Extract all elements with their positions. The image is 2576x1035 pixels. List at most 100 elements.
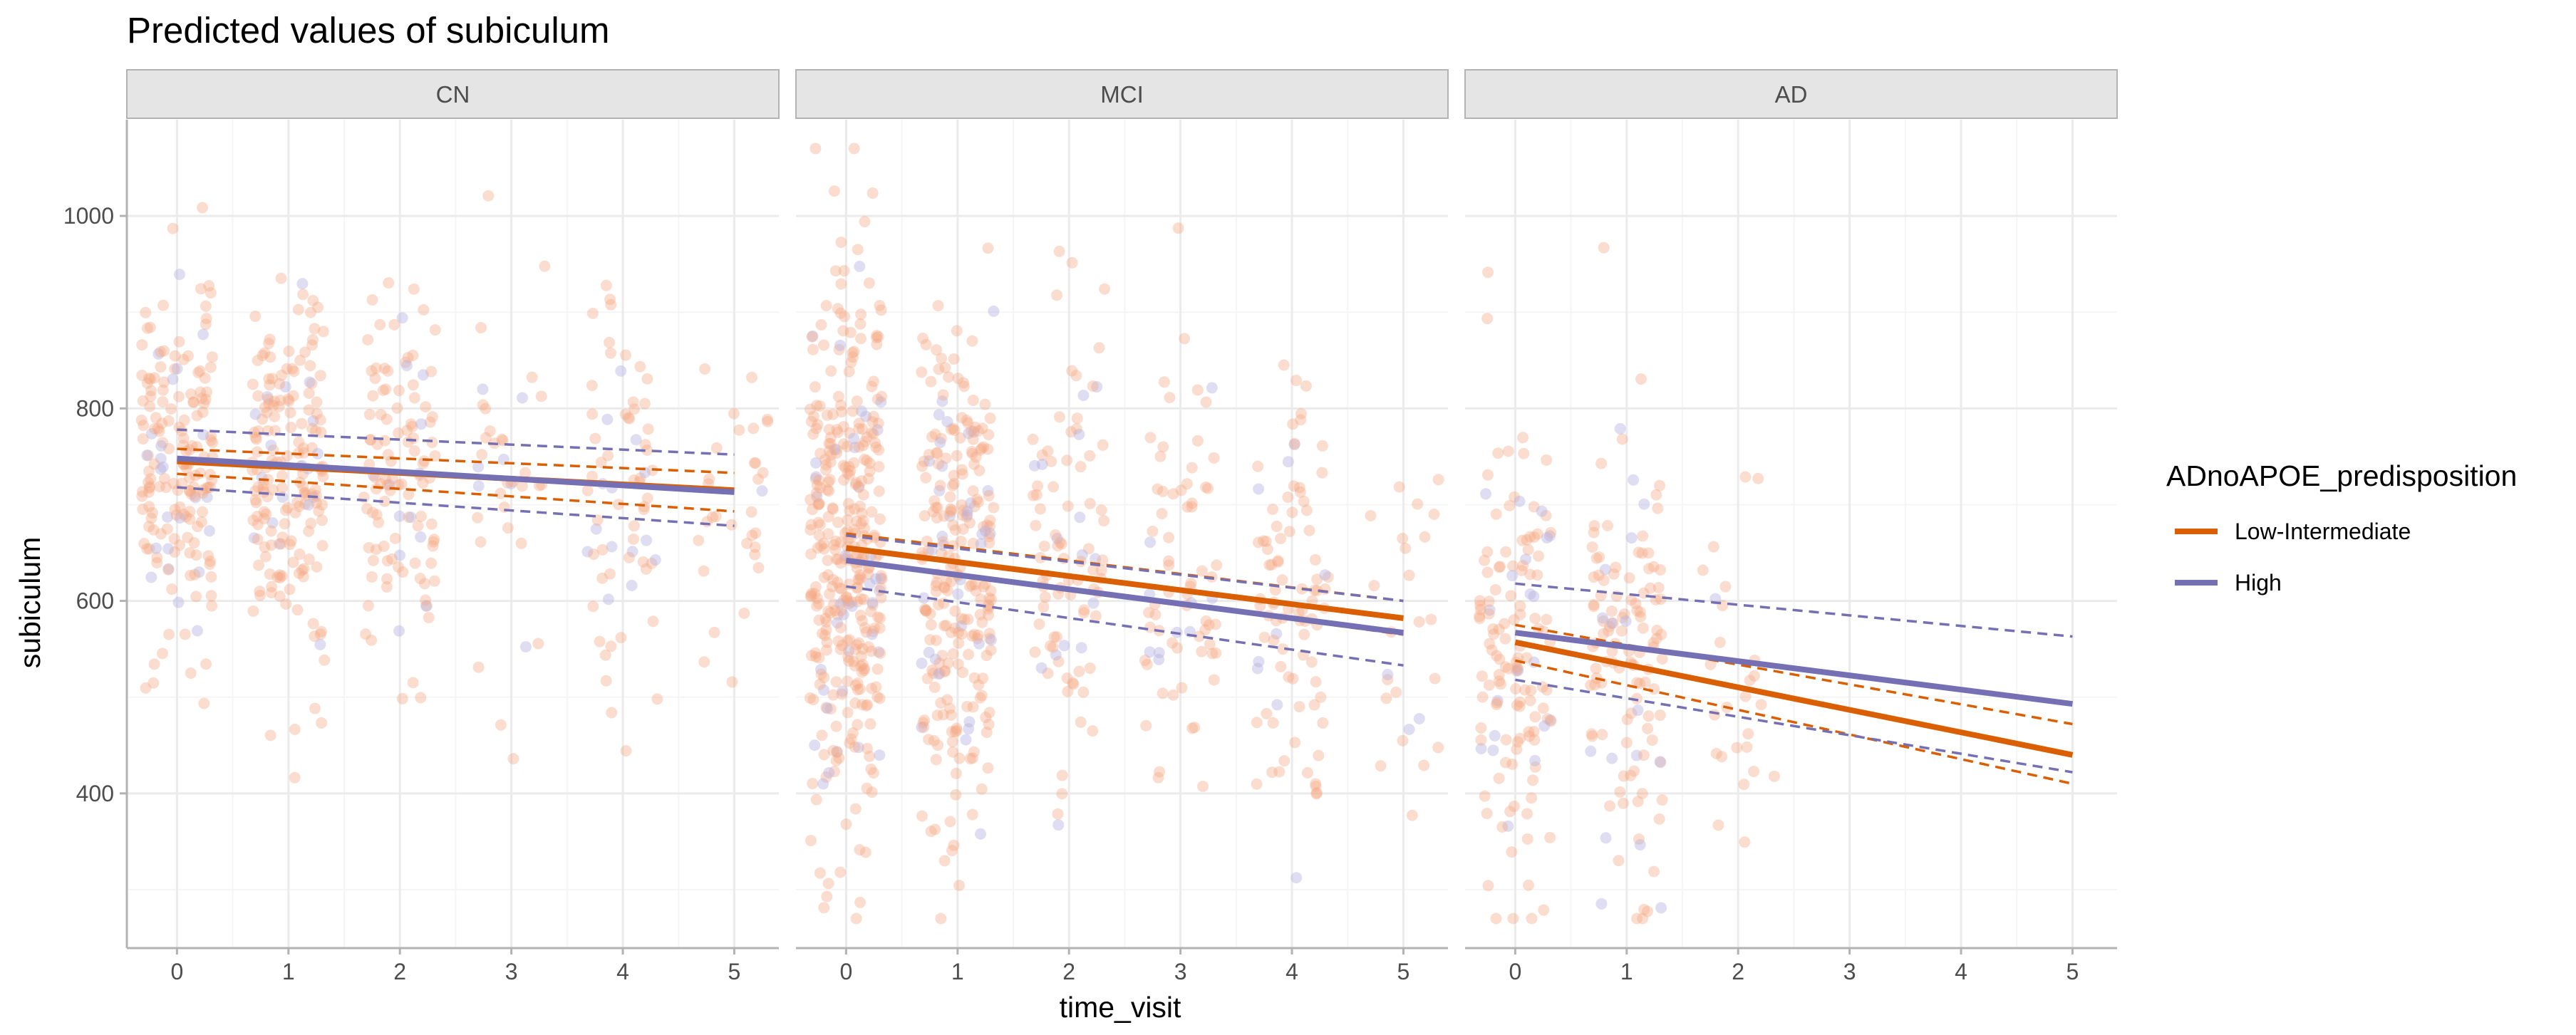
scatter-point	[968, 746, 980, 758]
scatter-point	[1637, 530, 1649, 542]
scatter-point	[142, 449, 154, 462]
scatter-point	[1158, 376, 1170, 388]
scatter-point	[150, 542, 162, 554]
scatter-point	[1479, 790, 1491, 802]
scatter-point	[273, 400, 285, 412]
scatter-point	[968, 501, 981, 513]
scatter-point	[967, 433, 979, 445]
scatter-point	[1514, 700, 1526, 712]
scatter-point	[1521, 534, 1533, 546]
scatter-point	[706, 511, 718, 523]
scatter-point	[947, 647, 959, 660]
scatter-point	[820, 702, 832, 714]
scatter-point	[482, 189, 495, 202]
scatter-point	[640, 563, 652, 575]
scatter-point	[825, 365, 837, 377]
scatter-point	[1719, 581, 1732, 593]
scatter-point	[1310, 780, 1322, 792]
scatter-point	[919, 510, 931, 522]
scatter-point	[858, 662, 870, 675]
scatter-point	[871, 691, 884, 703]
scatter-point	[818, 902, 830, 914]
scatter-point	[1044, 640, 1056, 652]
scatter-point	[1073, 665, 1085, 677]
scatter-point	[819, 630, 831, 642]
scatter-point	[1035, 662, 1048, 674]
scatter-point	[1526, 912, 1538, 925]
scatter-point	[200, 318, 212, 331]
scatter-point	[1310, 788, 1323, 800]
scatter-point	[924, 634, 936, 646]
scatter-point	[939, 362, 951, 374]
legend: ADnoAPOE_predisposition Low-Intermediate…	[2166, 459, 2517, 595]
scatter-point	[1034, 503, 1046, 515]
scatter-point	[1056, 788, 1068, 800]
scatter-point	[157, 384, 169, 396]
scatter-point	[1365, 510, 1377, 522]
scatter-point	[392, 561, 404, 573]
scatter-point	[596, 572, 609, 584]
scatter-point	[257, 483, 269, 495]
scatter-point	[1287, 418, 1299, 430]
scatter-point	[1029, 646, 1041, 658]
scatter-point	[1474, 610, 1486, 623]
scatter-point	[370, 543, 382, 556]
scatter-point	[1524, 568, 1536, 581]
scatter-point	[953, 880, 966, 892]
scatter-point	[855, 518, 867, 530]
scatter-point	[699, 363, 711, 375]
scatter-point	[845, 733, 857, 745]
scatter-point	[389, 532, 401, 544]
scatter-point	[1474, 600, 1486, 612]
scatter-point	[814, 482, 826, 494]
scatter-point	[1271, 699, 1283, 711]
scatter-point	[316, 540, 329, 552]
scatter-point	[850, 477, 862, 489]
scatter-point	[145, 473, 157, 485]
scatter-point	[1294, 486, 1306, 498]
scatter-point	[306, 378, 318, 390]
scatter-point	[925, 826, 937, 838]
scatter-point	[847, 346, 859, 358]
scatter-point	[1475, 734, 1487, 746]
scatter-point	[976, 690, 988, 702]
scatter-point	[848, 524, 860, 536]
scatter-point	[983, 592, 995, 604]
scatter-point	[1653, 813, 1665, 825]
scatter-point	[948, 478, 960, 490]
scatter-point	[958, 380, 970, 392]
scatter-point	[983, 609, 995, 621]
scatter-point	[824, 432, 837, 444]
scatter-point	[137, 433, 149, 445]
scatter-point	[1588, 520, 1600, 532]
scatter-point	[926, 544, 938, 556]
scatter-point	[197, 484, 210, 496]
scatter-point	[962, 417, 974, 429]
scatter-point	[1522, 543, 1534, 556]
scatter-point	[1206, 382, 1218, 394]
legend-label-low-intermediate: Low-Intermediate	[2235, 519, 2411, 544]
strip-cn	[126, 69, 780, 119]
scatter-point	[1322, 571, 1334, 583]
scatter-point	[600, 279, 612, 291]
scatter-point	[143, 521, 155, 533]
scatter-point	[604, 347, 616, 359]
scatter-point	[407, 677, 419, 689]
scatter-point	[1403, 723, 1415, 735]
scatter-point	[1511, 661, 1524, 673]
scatter-point	[812, 542, 824, 554]
scatter-point	[369, 472, 381, 484]
scatter-point	[136, 369, 148, 381]
scatter-point	[623, 551, 635, 563]
scatter-point	[951, 722, 963, 734]
scatter-point	[1390, 686, 1402, 698]
scatter-point	[871, 332, 883, 344]
scatter-point	[496, 433, 508, 445]
scatter-point	[1714, 636, 1726, 648]
scatter-point	[835, 605, 847, 617]
scatter-point	[873, 461, 885, 473]
scatter-point	[515, 537, 527, 549]
scatter-point	[855, 308, 867, 321]
scatter-point	[366, 634, 378, 646]
scatter-point	[1631, 605, 1643, 617]
